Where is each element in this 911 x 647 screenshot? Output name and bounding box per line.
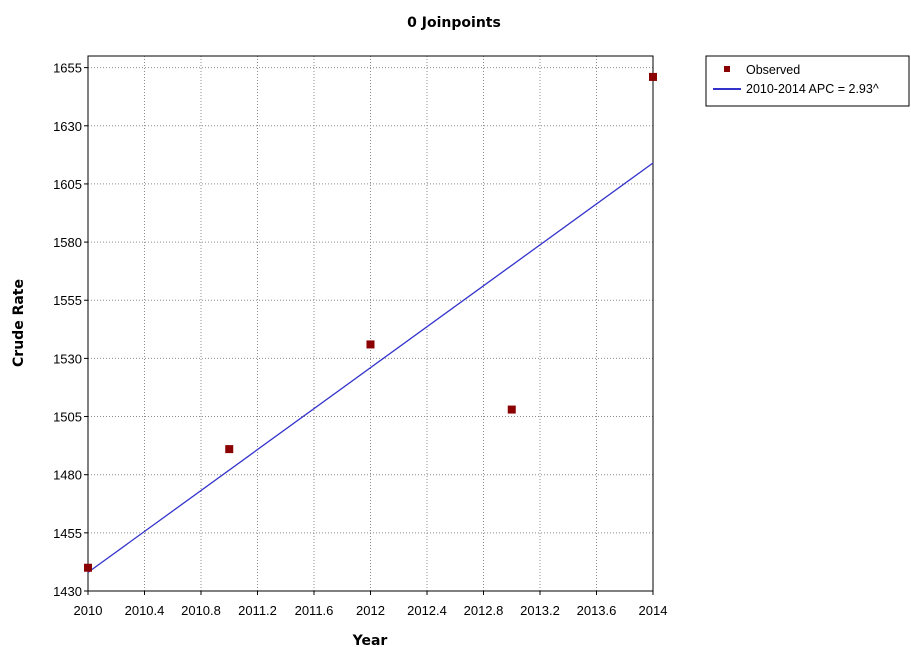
legend-observed-marker	[724, 66, 730, 72]
y-tick-label: 1580	[53, 235, 82, 250]
y-tick-label: 1480	[53, 468, 82, 483]
observed-point	[507, 405, 516, 414]
y-tick-label: 1630	[53, 119, 82, 134]
y-axis-ticks: 1430 1455 1480 1505 1530 1555 1580 1605 1630 1655	[53, 61, 88, 599]
x-axis-label: Year	[352, 633, 388, 647]
y-tick-label: 1655	[53, 61, 82, 76]
x-tick-label: 2013.2	[520, 603, 560, 618]
y-tick-label: 1555	[53, 293, 82, 308]
y-tick-label: 1530	[53, 351, 82, 366]
observed-point	[84, 563, 92, 572]
y-tick-label: 1455	[53, 526, 82, 541]
x-tick-label: 2012	[356, 603, 385, 618]
legend-box	[705, 55, 910, 107]
observed-point	[649, 72, 657, 81]
y-tick-label: 1605	[53, 177, 82, 192]
x-tick-label: 2012.4	[407, 603, 447, 618]
x-tick-label: 2010	[74, 603, 103, 618]
observed-point	[225, 445, 234, 454]
y-axis-label: Crude Rate	[11, 279, 27, 367]
y-tick-label: 1505	[53, 410, 82, 425]
observed-point	[366, 340, 375, 349]
chart-title: 0 Joinpoints	[407, 15, 501, 31]
x-tick-label: 2011.6	[295, 603, 334, 618]
legend-observed-label: Observed	[746, 63, 800, 77]
x-tick-label: 2013.6	[577, 603, 617, 618]
x-tick-label: 2010.8	[181, 603, 221, 618]
series-layer	[84, 72, 657, 573]
x-tick-label: 2010.4	[125, 603, 165, 618]
x-axis-ticks: 2010 2010.4 2010.8 2011.2 2011.6 2012 2012.4 20…	[74, 591, 668, 618]
legend-apc-label: 2010-2014 APC = 2.93^	[746, 82, 879, 96]
x-tick-label: 2012.8	[464, 603, 504, 618]
x-tick-label: 2014	[639, 603, 668, 618]
y-tick-label: 1430	[53, 584, 82, 599]
legend: Observed 2010-2014 APC = 2.93^	[705, 55, 910, 107]
x-tick-label: 2011.2	[238, 603, 277, 618]
apc-trend-line	[87, 162, 654, 573]
